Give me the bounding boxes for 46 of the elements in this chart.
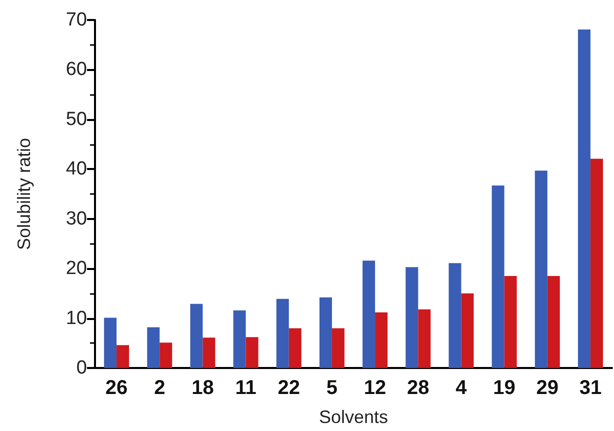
bar: [332, 328, 344, 368]
y-tick-label: 30: [66, 208, 87, 230]
bar: [375, 312, 388, 368]
bar: [147, 327, 160, 368]
bar: [492, 186, 504, 368]
bar: [547, 276, 560, 368]
x-tick-label: 5: [326, 377, 338, 399]
x-tick-label: 19: [493, 377, 516, 399]
bar: [202, 338, 216, 368]
bar: [233, 310, 246, 368]
x-tick-label: 4: [456, 377, 468, 399]
y-tick-label: 60: [66, 59, 87, 80]
x-tick-label: 18: [192, 377, 214, 399]
y-tick-label: 10: [66, 308, 87, 329]
bar: [246, 337, 258, 368]
bar: [534, 170, 548, 368]
bar: [578, 29, 590, 368]
y-tick-label: 50: [66, 108, 87, 130]
bar: [160, 342, 172, 368]
bar: [288, 328, 302, 368]
x-tick-label: 29: [536, 377, 558, 399]
bar: [418, 309, 431, 368]
bar: [319, 297, 332, 368]
x-tick-label: 28: [407, 377, 430, 399]
bar: [104, 318, 117, 368]
y-tick-label: 0: [76, 358, 87, 378]
bar: [448, 263, 462, 368]
bar: [190, 304, 203, 368]
y-axis-title: Solubility ratio: [14, 138, 34, 250]
bar: [406, 267, 418, 368]
bar: [116, 345, 130, 368]
bar: [590, 158, 603, 368]
y-tick-label: 70: [66, 10, 87, 30]
x-tick-label: 31: [579, 377, 602, 399]
x-tick-label: 11: [235, 377, 256, 399]
bar: [504, 276, 517, 368]
bar: [276, 298, 289, 368]
bar: [461, 293, 474, 368]
x-tick-label: 26: [105, 377, 128, 399]
x-tick-label: 22: [278, 377, 300, 399]
y-tick-label: 20: [66, 258, 87, 280]
x-tick-label: 12: [364, 377, 386, 399]
x-tick-label: 2: [154, 377, 166, 399]
y-tick-label: 40: [66, 158, 87, 180]
x-axis-title: Solvents: [318, 407, 388, 427]
bar: [362, 260, 376, 368]
